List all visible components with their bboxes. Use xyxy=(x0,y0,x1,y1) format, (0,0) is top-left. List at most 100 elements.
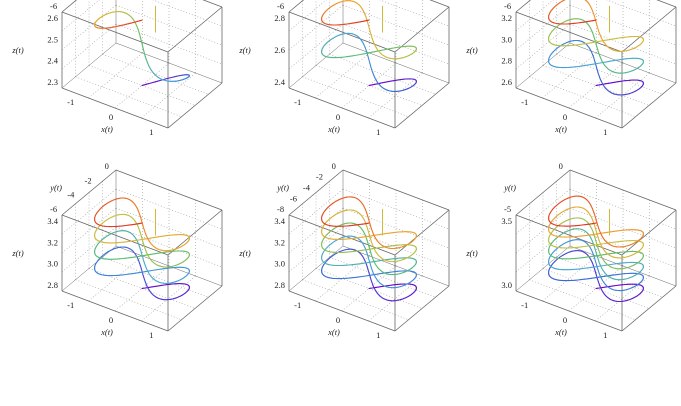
panel-3: -101-6-4-202.62.83.03.2x(t)y(t)z(t) xyxy=(465,0,677,137)
curve xyxy=(94,5,190,87)
curve-segment xyxy=(600,264,605,267)
curve-segment xyxy=(368,287,373,290)
x-tick-label: 0 xyxy=(109,112,113,122)
curve-segment xyxy=(354,224,360,226)
box-edge xyxy=(656,0,677,8)
y-tick-label: -6 xyxy=(277,1,284,11)
box-edge xyxy=(429,0,450,8)
curve xyxy=(321,196,417,302)
curve-segment xyxy=(141,254,146,257)
box-edge xyxy=(61,245,117,292)
z-axis-label: z(t) xyxy=(238,45,251,55)
curve-segment xyxy=(594,276,599,279)
grid-line xyxy=(315,52,370,99)
curve-segment xyxy=(591,222,597,225)
z-tick-label: 2.6 xyxy=(47,13,58,23)
y-tick-label: 0 xyxy=(105,161,109,171)
box-edge xyxy=(515,87,623,129)
box-edge xyxy=(515,0,532,13)
curve-segment xyxy=(141,287,146,290)
z-tick-label: 3.0 xyxy=(501,34,512,44)
z-tick-label: 2.3 xyxy=(47,77,58,87)
box-edge xyxy=(569,42,677,84)
box-edge xyxy=(288,169,344,216)
curve-segment xyxy=(596,265,602,268)
box-edge xyxy=(515,245,571,292)
curve-segment xyxy=(608,274,613,277)
grid-line xyxy=(569,188,677,230)
grid-lines xyxy=(515,0,677,119)
z-tick-label: 2.8 xyxy=(274,280,285,290)
x-axis-label: x(t) xyxy=(327,124,340,134)
box-edge xyxy=(621,6,677,53)
y-tick-label: -6 xyxy=(504,1,511,11)
y-axis-label: y(t) xyxy=(276,182,289,192)
curve-segment xyxy=(603,231,609,234)
curve-segment xyxy=(601,275,606,278)
panel-5: -1 0 1 -8 -6 -4 -2 0 2.8 3.0 3.2 3.4 x(t) y(t) z(t) xyxy=(238,161,450,340)
axes-box xyxy=(288,0,450,129)
curve-segment xyxy=(365,274,370,277)
box-edge xyxy=(394,209,450,256)
curve-segment xyxy=(608,241,613,244)
curve-segment xyxy=(588,223,594,225)
curve-segment xyxy=(600,232,605,234)
box-edge xyxy=(515,169,571,216)
curve-segment xyxy=(358,249,363,252)
grid-line xyxy=(542,65,650,106)
y-tick-label: -8 xyxy=(277,204,284,214)
box-edge xyxy=(61,169,117,216)
curve-segment xyxy=(375,247,380,249)
curve-segment xyxy=(365,222,370,225)
grid-line xyxy=(75,76,182,118)
z-tick-label: 3.4 xyxy=(274,216,285,226)
curve-segment xyxy=(131,272,136,275)
grid-line xyxy=(302,279,409,321)
box-edge xyxy=(621,209,677,256)
x-tick-label: -1 xyxy=(294,300,301,310)
curve-segment xyxy=(141,238,146,241)
grid-line xyxy=(88,52,143,99)
curve-segment xyxy=(361,262,367,264)
curve-segment xyxy=(375,286,380,288)
curve-segment xyxy=(595,254,601,257)
grid-lines xyxy=(61,0,223,119)
grid-line xyxy=(515,207,571,254)
curve-segment xyxy=(131,239,136,242)
curve-segment xyxy=(148,269,153,272)
box-edge xyxy=(394,82,450,129)
z-tick-label: 2.5 xyxy=(47,34,58,44)
z-axis-label: z(t) xyxy=(11,248,24,258)
x-tick-label: -1 xyxy=(521,97,528,107)
curve-segment xyxy=(375,273,380,275)
box-edge xyxy=(394,285,450,332)
axes-box xyxy=(61,169,223,332)
panel-2: -101-6-4-202.42.62.8x(t)y(t)z(t) xyxy=(238,0,450,137)
curve-segment xyxy=(378,246,384,249)
z-axis-label: z(t) xyxy=(465,248,478,258)
curve-segment xyxy=(378,285,384,288)
grid-line xyxy=(569,23,677,65)
grid-line xyxy=(115,23,223,65)
curve-segment xyxy=(596,232,602,235)
grid-line xyxy=(542,268,650,309)
curve-segment xyxy=(134,255,140,258)
grid-line xyxy=(529,279,636,321)
curve-segment xyxy=(148,253,153,256)
x-tick-label: 0 xyxy=(336,315,340,325)
curve-segment xyxy=(590,277,596,279)
box-edge xyxy=(569,169,677,211)
x-axis-label: x(t) xyxy=(327,327,340,337)
z-axis-label: z(t) xyxy=(465,45,478,55)
y-tick-label: 0 xyxy=(332,161,336,171)
z-tick-label: 2.8 xyxy=(501,56,512,66)
box-edge xyxy=(515,11,623,53)
x-tick-label: -1 xyxy=(521,300,528,310)
x-tick-label: 0 xyxy=(109,315,113,325)
box-edge xyxy=(342,42,450,84)
curve-segment xyxy=(358,262,363,265)
box-edge xyxy=(394,6,450,53)
curve-segment xyxy=(584,0,587,2)
curve-segment xyxy=(139,19,143,22)
curve-segment xyxy=(602,253,607,256)
